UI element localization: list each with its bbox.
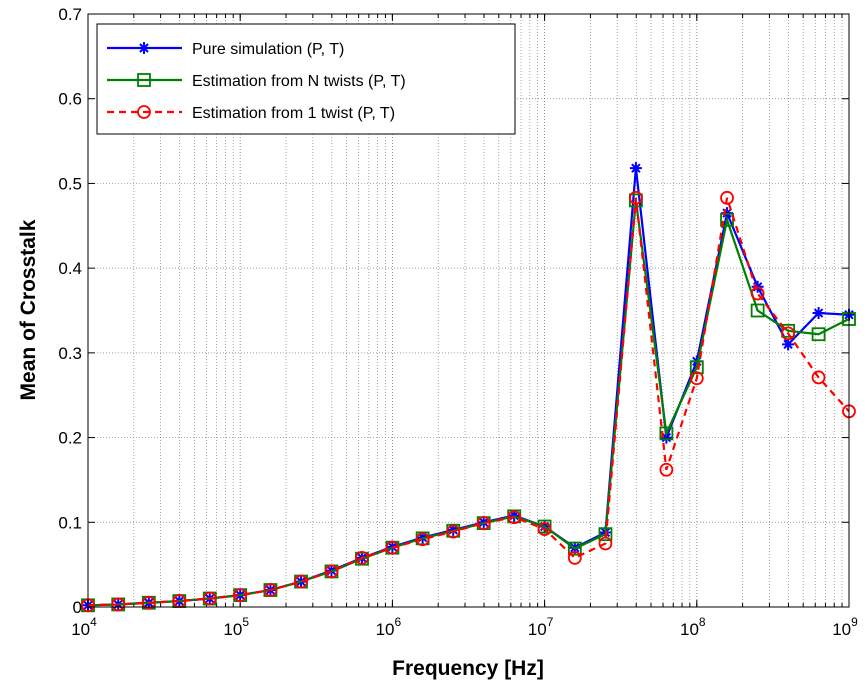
x-axis-title: Frequency [Hz]	[392, 657, 544, 680]
x-tick-label: 105	[223, 615, 249, 639]
data-point	[811, 370, 826, 385]
data-point	[689, 360, 704, 375]
x-tick-label: 109	[832, 615, 858, 639]
data-point	[812, 307, 825, 320]
legend: Pure simulation (P, T) Estimation from N …	[96, 23, 516, 135]
x-tick-label: 108	[680, 615, 706, 639]
tick-labels: 0 0.1 0.2 0.3 0.4 0.5 0.6 0.7 104 105 106 107 108 109	[58, 5, 858, 639]
legend-entry: Estimation from 1 twist (P, T)	[107, 105, 395, 122]
data-point	[324, 564, 339, 579]
data-point	[659, 462, 674, 477]
data-point	[567, 550, 582, 565]
data-point	[294, 574, 308, 589]
data-point	[507, 510, 522, 525]
data-point	[138, 42, 150, 54]
data-point	[811, 327, 826, 342]
x-tick-label: 107	[528, 615, 554, 639]
y-tick-label: 0.4	[58, 259, 82, 278]
legend-label: Estimation from 1 twist (P, T)	[192, 105, 395, 122]
series-3	[81, 190, 856, 613]
data-point	[137, 105, 151, 119]
y-tick-label: 0.3	[58, 344, 82, 363]
legend-label: Estimation from N twists (P, T)	[192, 73, 406, 90]
data-point	[141, 595, 156, 610]
x-tick-label: 104	[71, 615, 97, 639]
y-tick-label: 0.7	[58, 5, 82, 24]
data-point	[202, 591, 217, 606]
y-tick-label: 0.5	[58, 174, 82, 193]
legend-entry: Estimation from N twists (P, T)	[107, 73, 406, 90]
data-point	[233, 588, 248, 603]
data-point	[750, 303, 765, 318]
x-tick-label: 106	[376, 615, 402, 639]
y-tick-label: 0.6	[58, 90, 82, 109]
data-point	[355, 550, 369, 565]
data-point	[476, 516, 491, 531]
y-tick-label: 0.2	[58, 429, 82, 448]
data-point	[598, 536, 613, 551]
data-point	[111, 597, 126, 612]
data-point	[629, 190, 643, 205]
data-point	[720, 190, 734, 205]
legend-entry: Pure simulation (P, T)	[107, 41, 344, 58]
plot-frame	[87, 13, 850, 608]
data-point	[782, 338, 795, 351]
y-axis-title: Mean of Crosstalk	[17, 219, 40, 400]
data-point	[385, 540, 400, 555]
data-point	[263, 583, 278, 597]
data-point	[567, 541, 582, 556]
data-point	[446, 524, 461, 539]
data-point	[750, 286, 765, 301]
data-point	[137, 73, 151, 87]
data-point	[781, 326, 796, 341]
data-point	[660, 431, 673, 444]
y-tick-label: 0.1	[58, 513, 82, 532]
data-point	[689, 371, 704, 386]
data-point	[629, 162, 642, 175]
data-point	[537, 522, 552, 536]
legend-label: Pure simulation (P, T)	[192, 41, 344, 58]
data-point	[659, 426, 674, 441]
data-point	[415, 532, 430, 547]
y-tick-label: 0	[73, 598, 82, 617]
data-point	[598, 527, 613, 542]
ticks	[88, 13, 849, 608]
